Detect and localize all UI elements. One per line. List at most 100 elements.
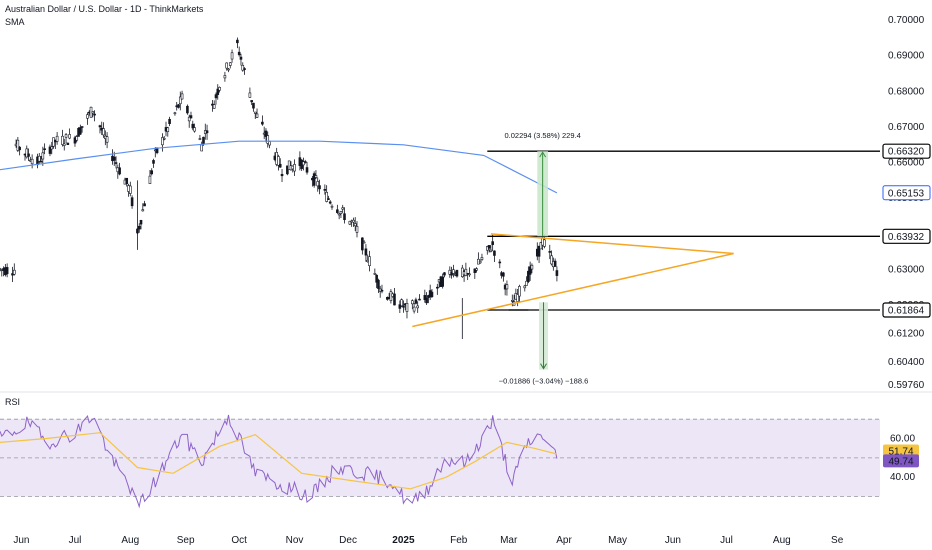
rsi-axis-tick: 40.00 [890,472,915,483]
candle-body [489,249,493,252]
candle-body [130,197,134,207]
candle-body [200,144,204,152]
candle-body [148,175,152,184]
candle-body [328,201,332,204]
candle-body [173,112,177,115]
candle-body [178,96,182,105]
candle-body [348,220,352,225]
time-axis-tick: Sep [177,535,195,546]
rsi-ma-tag [883,444,919,458]
candle-body [375,274,378,283]
rsi-band [0,419,880,497]
candle-body [478,261,482,264]
candle-body [493,250,496,256]
candle-body [327,198,330,200]
sma-indicator-label[interactable]: SMA [5,17,25,27]
rsi-value-tag-text: 49.74 [888,456,913,467]
rsi-ma-tag-text: 51.74 [888,447,913,458]
time-axis-tick: Aug [773,535,791,546]
candle-body [187,116,191,122]
time-axis-tick: Dec [339,535,357,546]
candle-body [114,162,118,164]
candle-body [405,303,409,312]
candle-body [66,142,70,145]
candle-body [112,156,116,161]
rsi-value-tag [883,454,919,468]
candle-body [150,170,154,175]
candle-body [12,269,16,275]
candle-body [37,155,41,162]
price-axis-tick: 0.67000 [888,122,925,133]
level-price-tag [882,302,931,318]
candle-body [223,75,227,79]
candle-body [518,286,521,297]
candle-body [393,293,396,306]
candle-body [314,175,318,178]
candle-body [91,111,95,114]
price-axis-tick: 0.63000 [888,265,925,276]
candle-body [161,137,164,146]
candle-body [293,164,296,172]
candle-body [364,248,368,256]
time-axis-tick: Feb [450,535,468,546]
candle-body [355,226,359,233]
candle-body [505,284,509,290]
candle-body [464,268,468,276]
time-axis-tick: Jun [665,535,681,546]
candle-body [362,241,366,244]
candle-body [41,152,45,160]
candle-body [48,146,52,154]
candle-body [137,225,141,230]
candle-body [527,270,530,282]
rsi-label[interactable]: RSI [5,397,21,407]
candle-body [414,299,418,304]
candle-body [543,239,546,247]
candle-body [264,130,268,137]
candle-body [341,207,345,210]
sma-line[interactable] [0,140,558,194]
candle-body [218,87,221,91]
candle-body [416,305,419,309]
candle-body [553,260,557,267]
rsi-ma-line[interactable] [0,432,558,490]
candle-body [287,160,291,170]
candle-body [380,289,384,292]
price-axis-tick: 0.68000 [888,86,925,97]
candle-body [516,294,519,302]
candle-body [316,181,320,187]
candle-body [168,118,171,124]
candle-body [325,191,328,202]
candle-body [502,272,505,277]
time-axis-tick: Apr [556,535,572,546]
rsi-axis-tick: 60.00 [890,434,915,445]
candle-body [16,139,20,151]
candle-body [268,141,271,146]
candle-body [278,163,282,168]
candle-body [400,299,403,307]
candle-body [480,257,484,260]
candle-body [337,213,341,216]
candle-body [452,269,455,274]
triangle-upper-line[interactable] [490,233,734,255]
triangle-lower-line[interactable] [412,252,734,328]
candle-body [216,88,220,95]
candle-body [162,137,166,140]
candle-body [303,161,307,163]
measure-up-label: 0.02294 (3.58%) 229.4 [504,131,580,140]
rsi-line[interactable] [0,414,558,509]
candle-body [377,279,380,289]
candle-body [305,167,309,173]
candle-body [75,136,79,141]
candle-body [555,270,559,276]
candle-body [436,286,439,289]
sma-price-tag [882,185,931,201]
candle-body [302,161,305,166]
candle-body [473,268,477,273]
candle-body [202,136,205,144]
candle-body [79,127,82,135]
candle-body [191,123,195,129]
candle-body [252,102,255,109]
candle-body [189,115,193,119]
candle-body [105,136,109,143]
